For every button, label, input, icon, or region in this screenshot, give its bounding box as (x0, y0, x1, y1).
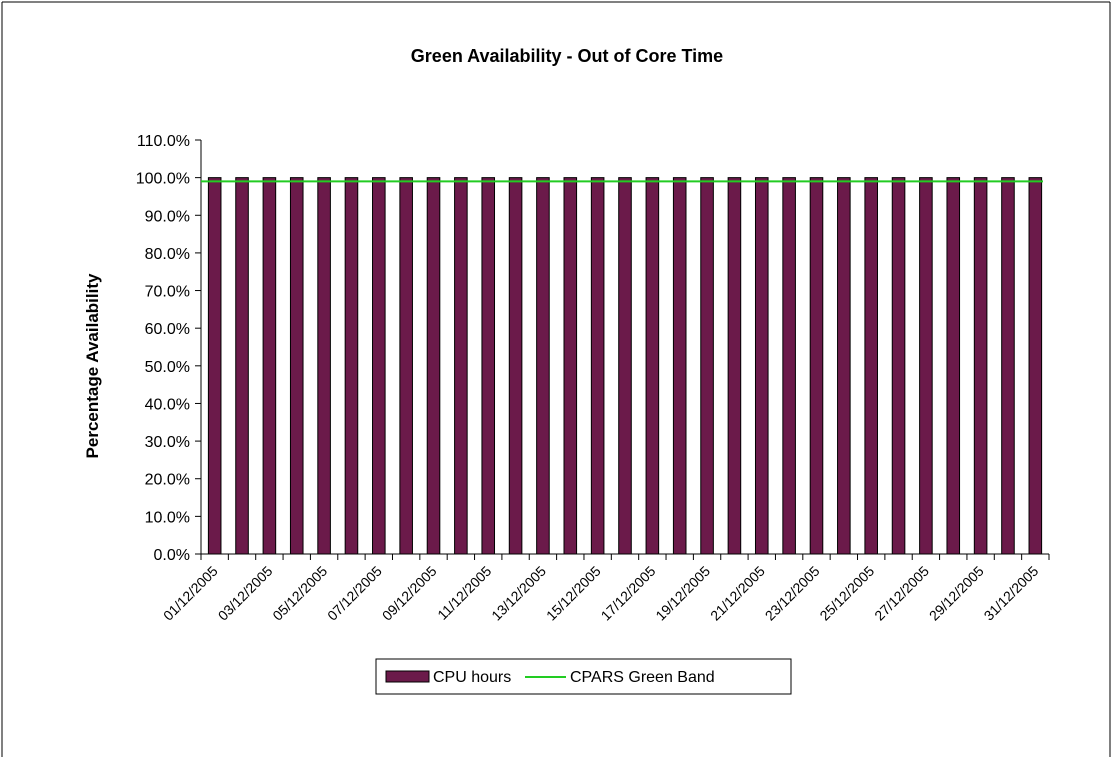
bar (235, 177, 249, 555)
bar (481, 177, 496, 555)
y-tick-label: 20.0% (145, 472, 190, 489)
bar (563, 177, 578, 555)
x-tick-label: 27/12/2005 (871, 563, 932, 624)
x-tick-label: 17/12/2005 (598, 563, 659, 624)
chart-title: Green Availability - Out of Core Time (411, 46, 723, 66)
x-tick-label: 13/12/2005 (488, 563, 549, 624)
bar (864, 177, 878, 555)
legend-label-cpu-hours: CPU hours (433, 669, 511, 686)
bar (837, 177, 851, 555)
x-tick-label: 25/12/2005 (816, 563, 877, 624)
x-tick-label: 15/12/2005 (543, 563, 604, 624)
bar (672, 177, 687, 555)
bar (946, 177, 961, 555)
x-tick-label: 09/12/2005 (379, 563, 440, 624)
bar (454, 177, 468, 555)
x-tick-label: 07/12/2005 (324, 563, 385, 624)
y-tick-label: 30.0% (145, 434, 190, 451)
x-tick-label: 03/12/2005 (215, 563, 276, 624)
bar-series (207, 177, 1043, 555)
bar (289, 177, 304, 555)
axes (200, 140, 1049, 555)
y-tick-label: 100.0% (136, 171, 190, 188)
bar (618, 177, 632, 555)
bar (262, 177, 277, 555)
y-tick-label: 110.0% (137, 133, 190, 150)
bar (536, 177, 550, 555)
x-tick-label: 31/12/2005 (981, 563, 1042, 624)
bar (508, 177, 523, 555)
legend-box (375, 658, 792, 695)
y-axis-ticks: 0.0% 10.0% 20.0% 30.0% 40.0% 50.0% 60.0% 70.0% 8… (136, 133, 201, 564)
bar (317, 177, 331, 555)
x-tick-label: 05/12/2005 (269, 563, 330, 624)
bar (1028, 177, 1043, 555)
bar (645, 177, 660, 555)
bar (700, 177, 714, 555)
bar (973, 177, 988, 555)
bar (782, 177, 796, 555)
bar (809, 177, 824, 555)
bar (399, 177, 413, 555)
x-tick-label: 01/12/2005 (160, 563, 221, 624)
bar (754, 177, 769, 555)
x-tick-label: 19/12/2005 (652, 563, 713, 624)
legend-swatch-cpu-hours (385, 670, 430, 683)
y-tick-label: 90.0% (145, 208, 190, 225)
bar (891, 177, 906, 555)
y-tick-label: 60.0% (145, 321, 190, 338)
y-tick-label: 10.0% (145, 509, 190, 526)
x-tick-label: 23/12/2005 (762, 563, 823, 624)
bar (1001, 177, 1015, 555)
x-tick-label: 29/12/2005 (926, 563, 987, 624)
bar (344, 177, 359, 555)
legend-label-green-band: CPARS Green Band (570, 669, 715, 686)
y-tick-label: 40.0% (145, 396, 190, 413)
y-tick-label: 70.0% (145, 284, 190, 301)
x-tick-label: 21/12/2005 (707, 563, 768, 624)
x-axis-ticks: 01/12/200503/12/200505/12/200507/12/2005… (160, 554, 1050, 624)
y-tick-label: 0.0% (154, 547, 190, 564)
bar (919, 177, 933, 555)
bar (372, 177, 386, 555)
x-tick-label: 11/12/2005 (434, 563, 494, 623)
y-tick-label: 50.0% (145, 359, 190, 376)
y-axis-label: Percentage Availability (83, 273, 102, 458)
y-tick-label: 80.0% (145, 246, 190, 263)
bar (207, 177, 222, 555)
bar (426, 177, 441, 555)
bar (590, 177, 605, 555)
bar (727, 177, 742, 555)
legend: CPU hours CPARS Green Band (375, 658, 792, 695)
